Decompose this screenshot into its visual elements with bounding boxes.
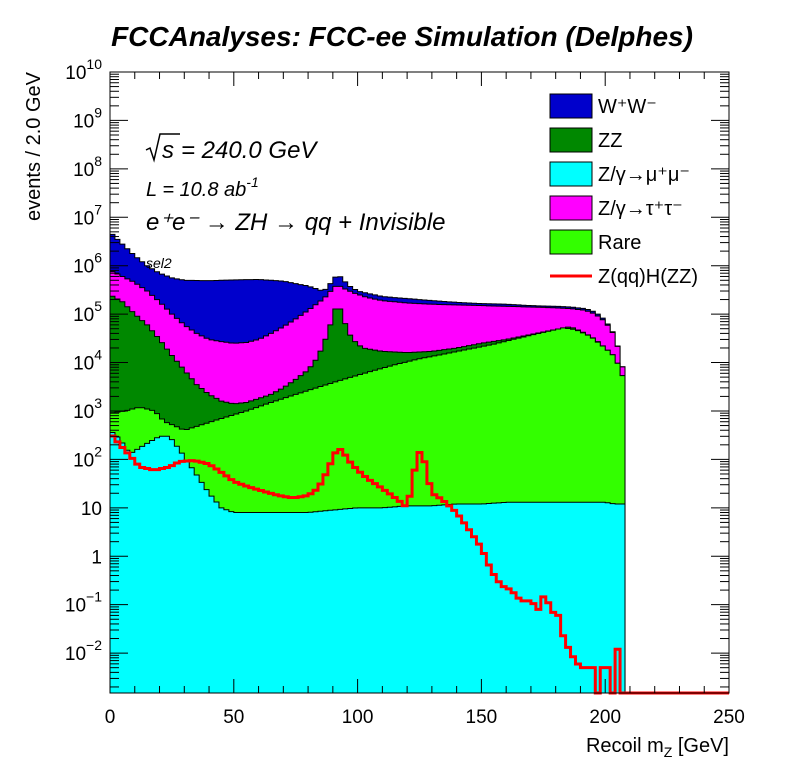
- y-tick-label: 102: [73, 443, 102, 471]
- y-tick-label: 10: [81, 499, 102, 520]
- tick-layer: 0 50 100 150 200 250 1010 109 108 107 106 105 104 103…: [65, 56, 745, 728]
- y-tick-label: 106: [73, 250, 102, 278]
- y-tick-label: 108: [73, 153, 102, 181]
- x-tick-label: 200: [589, 707, 621, 728]
- legend-label: ZZ: [598, 130, 622, 152]
- x-tick-label: 0: [105, 707, 116, 728]
- x-tick-label: 100: [342, 707, 374, 728]
- x-axis-label: Recoil mZ [GeV]: [586, 735, 729, 760]
- legend-label: Rare: [598, 232, 641, 254]
- y-tick-label: 103: [73, 395, 102, 423]
- legend-swatch: [549, 195, 593, 221]
- legend-label: W⁺W⁻: [598, 96, 657, 118]
- sqrt-s-annotation: s = 240.0 GeV: [145, 133, 318, 164]
- legend-swatch: [549, 127, 593, 153]
- lumi-annotation: L = 10.8 ab-1: [146, 174, 259, 201]
- y-tick-label: 107: [73, 201, 102, 229]
- plot-frame: [109, 71, 730, 694]
- legend-swatch: [549, 161, 593, 187]
- x-tick-label: 150: [466, 707, 498, 728]
- y-tick-label: 105: [73, 298, 102, 326]
- legend-swatch: [549, 229, 593, 255]
- x-tick-label: 250: [713, 707, 745, 728]
- process-annotation: e⁺e⁻ → ZH → qq + Invisible: [146, 209, 445, 236]
- y-tick-label: 1: [91, 547, 102, 568]
- svg-text:s: s: [162, 137, 174, 164]
- area-layer: [109, 233, 729, 694]
- y-tick-label: 109: [73, 104, 102, 132]
- selection-label: sel2: [146, 255, 172, 271]
- y-tick-label: 1010: [65, 56, 102, 84]
- legend-swatch: [549, 93, 593, 119]
- signal-line-layer: [110, 434, 729, 695]
- legend-label: Z/γ→τ⁺τ⁻: [598, 198, 683, 220]
- legend: W⁺W⁻ ZZ Z/γ→μ⁺μ⁻ Z/γ→τ⁺τ⁻ Rare Z(qq)H(ZZ): [549, 93, 698, 288]
- chart-title: FCCAnalyses: FCC-ee Simulation (Delphes): [111, 21, 693, 52]
- signal-line: [110, 434, 729, 695]
- legend-label: Z(qq)H(ZZ): [598, 266, 698, 288]
- y-tick-label: 10−1: [65, 589, 102, 617]
- y-axis-label: events / 2.0 GeV: [23, 71, 45, 221]
- x-tick-label: 50: [223, 707, 244, 728]
- y-tick-label: 104: [73, 347, 102, 375]
- sqrt-s-value: = 240.0 GeV: [181, 137, 318, 164]
- legend-label: Z/γ→μ⁺μ⁻: [598, 164, 690, 186]
- y-tick-label: 10−2: [65, 637, 102, 665]
